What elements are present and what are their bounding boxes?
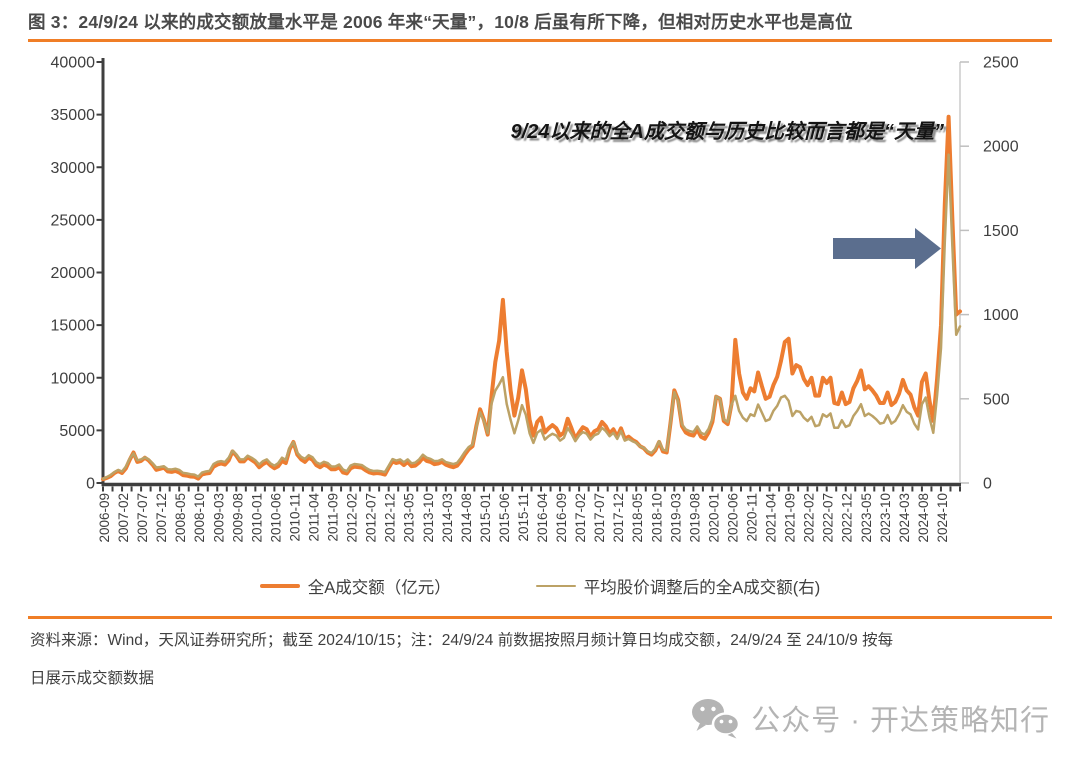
svg-text:2020-01: 2020-01 — [706, 493, 721, 543]
svg-text:0: 0 — [983, 476, 992, 493]
svg-text:2013-10: 2013-10 — [421, 493, 436, 543]
chart-axes — [96, 58, 969, 492]
svg-text:2020-11: 2020-11 — [745, 493, 760, 542]
svg-text:30000: 30000 — [51, 160, 96, 177]
svg-text:2021-04: 2021-04 — [764, 493, 779, 543]
svg-text:2018-10: 2018-10 — [649, 493, 664, 543]
svg-text:15000: 15000 — [51, 318, 96, 335]
svg-text:2006-09: 2006-09 — [97, 493, 112, 543]
svg-text:2011-09: 2011-09 — [326, 493, 341, 542]
watermark-text: 公众号 · 开达策略知行 — [751, 705, 1050, 737]
chart-annotation: 9/24以来的全A成交额与历史比较而言都是“天量” — [510, 121, 944, 143]
svg-text:2015-01: 2015-01 — [478, 493, 493, 543]
svg-text:2500: 2500 — [983, 55, 1019, 72]
olive-line-swatch — [535, 584, 576, 588]
svg-text:2010-01: 2010-01 — [249, 493, 264, 543]
svg-text:2011-04: 2011-04 — [306, 493, 321, 542]
svg-text:2017-07: 2017-07 — [592, 493, 607, 543]
svg-text:2022-12: 2022-12 — [840, 493, 855, 543]
source-note-line2: 日展示成交额数据 — [30, 670, 155, 687]
svg-text:2012-07: 2012-07 — [364, 493, 379, 543]
svg-text:2009-08: 2009-08 — [230, 493, 245, 543]
svg-text:40000: 40000 — [51, 55, 96, 72]
svg-text:2012-02: 2012-02 — [345, 493, 360, 543]
svg-text:2008-10: 2008-10 — [192, 493, 207, 543]
chart-series — [101, 114, 962, 482]
svg-text:2010-06: 2010-06 — [268, 493, 283, 543]
svg-text:2015-11: 2015-11 — [516, 493, 531, 542]
highlight-arrow — [833, 228, 941, 269]
footer-divider — [28, 616, 1052, 619]
source-note: 资料来源：Wind，天风证券研究所；截至 2024/10/15；注：24/9/2… — [30, 622, 1052, 698]
svg-text:2007-12: 2007-12 — [154, 493, 169, 543]
svg-text:2021-09: 2021-09 — [783, 493, 798, 543]
wechat-icon — [692, 699, 741, 739]
svg-text:25000: 25000 — [51, 212, 96, 229]
svg-text:2007-07: 2007-07 — [135, 493, 150, 543]
svg-text:2015-06: 2015-06 — [497, 493, 512, 543]
svg-text:35000: 35000 — [51, 107, 96, 124]
svg-text:10000: 10000 — [51, 370, 96, 387]
legend-label: 全A成交额（亿元） — [307, 579, 451, 597]
svg-text:2013-05: 2013-05 — [402, 493, 417, 543]
svg-text:2018-05: 2018-05 — [630, 493, 645, 543]
svg-text:2000: 2000 — [983, 139, 1019, 156]
chart-legend: 全A成交额（亿元） 平均股价调整后的全A成交额(右) — [0, 574, 1080, 598]
svg-text:2019-08: 2019-08 — [687, 493, 702, 543]
svg-text:2017-12: 2017-12 — [611, 493, 626, 543]
svg-text:2014-08: 2014-08 — [459, 493, 474, 543]
title-divider — [28, 39, 1052, 42]
svg-text:2023-05: 2023-05 — [859, 493, 874, 543]
svg-text:2020-06: 2020-06 — [725, 493, 740, 543]
svg-text:2012-12: 2012-12 — [383, 493, 398, 543]
svg-text:1500: 1500 — [983, 223, 1019, 240]
watermark: 公众号 · 开达策略知行 — [691, 697, 1050, 739]
svg-text:2016-09: 2016-09 — [554, 493, 569, 543]
svg-text:2010-11: 2010-11 — [287, 493, 302, 542]
svg-text:2022-02: 2022-02 — [802, 493, 817, 543]
svg-text:2014-03: 2014-03 — [440, 493, 455, 543]
source-note-line1: 资料来源：Wind，天风证券研究所；截至 2024/10/15；注：24/9/2… — [30, 632, 894, 649]
chart-axis-labels: 0500010000150002000025000300003500040000… — [51, 55, 1019, 543]
svg-text:500: 500 — [983, 391, 1010, 408]
legend-label: 平均股价调整后的全A成交额(右) — [583, 579, 821, 597]
orange-line-swatch — [259, 584, 300, 588]
svg-text:2008-05: 2008-05 — [173, 493, 188, 543]
svg-text:5000: 5000 — [59, 423, 95, 440]
figure-title: 图 3：24/9/24 以来的成交额放量水平是 2006 年来“天量”，10/8… — [28, 12, 853, 32]
svg-text:1000: 1000 — [983, 307, 1019, 324]
svg-text:2024-03: 2024-03 — [897, 493, 912, 543]
svg-text:2024-10: 2024-10 — [935, 493, 950, 543]
legend-item-adjusted-volume: 平均股价调整后的全A成交额(右) — [535, 574, 821, 598]
svg-text:2023-10: 2023-10 — [878, 493, 893, 543]
svg-text:2007-02: 2007-02 — [116, 493, 131, 543]
svg-text:2022-07: 2022-07 — [821, 493, 836, 543]
svg-text:2019-03: 2019-03 — [668, 493, 683, 543]
svg-text:2024-08: 2024-08 — [916, 493, 931, 543]
volume-line-chart: 0500010000150002000025000300003500040000… — [51, 55, 1019, 543]
svg-text:2009-03: 2009-03 — [211, 493, 226, 543]
svg-text:20000: 20000 — [51, 265, 96, 282]
legend-item-total-volume: 全A成交额（亿元） — [259, 574, 451, 598]
svg-text:2017-02: 2017-02 — [573, 493, 588, 543]
svg-text:2016-04: 2016-04 — [535, 493, 550, 543]
svg-text:0: 0 — [86, 476, 95, 493]
